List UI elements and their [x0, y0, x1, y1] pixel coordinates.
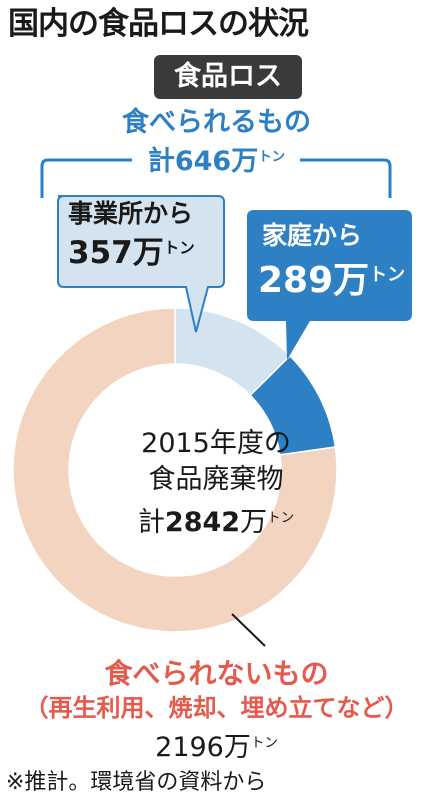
edible-total: 計646万トン [0, 140, 433, 179]
center-total-prefix: 計 [137, 506, 165, 538]
inedible-label: 食べられないもの [104, 657, 329, 690]
edible-total-value: 646 [174, 145, 232, 177]
edible-total-unit: 万 [231, 145, 259, 177]
center-line-3: 計2842万トン [96, 500, 336, 541]
inedible-pointer-line [231, 613, 266, 647]
household-unit-small: トン [369, 264, 406, 286]
household-callout-box [247, 210, 412, 360]
inedible-unit: 万 [223, 732, 251, 763]
inedible-unit-small: トン [250, 735, 278, 752]
page-title: 国内の食品ロスの状況 [8, 6, 309, 42]
food-loss-tag: 食品ロス [154, 55, 302, 99]
business-label: 事業所から [68, 199, 194, 228]
household-label: 家庭から [262, 221, 363, 250]
business-unit: 万 [132, 235, 164, 271]
center-total-value: 2842 [164, 506, 241, 538]
inedible-value-line: 2196万トン [0, 725, 433, 764]
household-value-line: 289万トン [258, 260, 405, 301]
source-note: ※推計。環境省の資料から [6, 770, 267, 795]
household-unit: 万 [333, 260, 370, 301]
edible-total-unit-small: トン [258, 149, 286, 165]
donut-slice-inedible [12, 307, 338, 633]
edible-total-prefix: 計 [147, 145, 175, 177]
business-callout-box [57, 195, 225, 333]
center-line-1: 2015年度の [141, 428, 291, 459]
inedible-value: 2196 [155, 732, 224, 763]
business-unit-small: トン [163, 238, 195, 257]
edible-label: 食べられるもの [122, 107, 311, 138]
business-value: 357 [68, 235, 133, 271]
inedible-detail: （再生利用、焼却、埋め立てなど） [24, 694, 409, 722]
center-line-2: 食品廃棄物 [148, 464, 284, 495]
business-value-line: 357万トン [68, 235, 195, 272]
household-value: 289 [258, 260, 334, 301]
center-total-unit-small: トン [267, 510, 295, 526]
center-total-unit: 万 [240, 506, 268, 538]
